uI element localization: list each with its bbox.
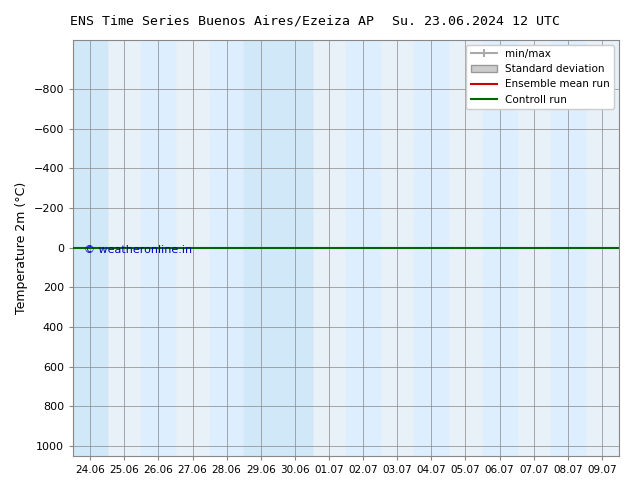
- Text: © weatheronline.in: © weatheronline.in: [84, 245, 192, 255]
- Bar: [141, 40, 176, 456]
- Bar: [278, 40, 312, 456]
- Bar: [482, 40, 517, 456]
- Text: ENS Time Series Buenos Aires/Ezeiza AP: ENS Time Series Buenos Aires/Ezeiza AP: [70, 15, 374, 28]
- Bar: [210, 40, 243, 456]
- Bar: [73, 40, 107, 456]
- Bar: [243, 40, 278, 456]
- Bar: [346, 40, 380, 456]
- Legend: min/max, Standard deviation, Ensemble mean run, Controll run: min/max, Standard deviation, Ensemble me…: [467, 45, 614, 109]
- Text: Su. 23.06.2024 12 UTC: Su. 23.06.2024 12 UTC: [392, 15, 559, 28]
- Bar: [278, 40, 312, 456]
- Bar: [414, 40, 448, 456]
- Y-axis label: Temperature 2m (°C): Temperature 2m (°C): [15, 182, 28, 314]
- Bar: [73, 40, 107, 456]
- Bar: [551, 40, 585, 456]
